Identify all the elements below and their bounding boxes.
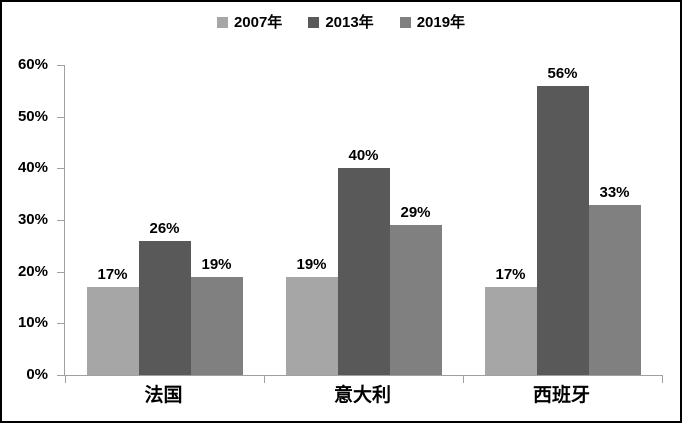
y-axis-tick (57, 220, 65, 221)
bar-value-label: 29% (400, 204, 431, 222)
x-axis-tick (264, 375, 265, 383)
legend: 2007年 2013年 2019年 (2, 15, 680, 30)
bar-西班牙-2007年 (484, 287, 537, 375)
legend-swatch-icon (308, 17, 320, 28)
y-axis-tick (57, 168, 65, 170)
x-axis: 法国 意大利 西班牙 (64, 385, 661, 415)
y-axis-tick (57, 323, 65, 325)
bar-cell: 40% (337, 65, 390, 375)
bar-西班牙-2019年 (588, 204, 641, 375)
bar-cell: 17% (484, 65, 537, 375)
bar-法国-2013年 (138, 240, 191, 375)
plot-area: 17% 26% 19% 19% 40% 29% 17% 56% 33% (57, 65, 663, 383)
bar-group: 17% 56% 33% (463, 65, 662, 375)
category-label: 西班牙 (532, 385, 590, 406)
y-axis-tick (57, 375, 65, 376)
y-tick-label: 50% (17, 107, 48, 125)
y-tick-label: 20% (17, 262, 48, 280)
x-axis-tick (65, 375, 66, 383)
y-tick-label: 0% (26, 366, 48, 383)
y-tick-label: 10% (17, 314, 48, 332)
bar-groups: 17% 26% 19% 19% 40% 29% 17% 56% 33% (65, 65, 662, 375)
bar-value-label: 19% (201, 255, 232, 273)
bar-value-label: 33% (599, 183, 630, 201)
legend-item: 2019年 (399, 14, 466, 31)
y-tick-label: 40% (17, 159, 48, 177)
bar-意大利-2007年 (285, 276, 338, 375)
category-label: 意大利 (333, 385, 391, 406)
bar-group: 17% 26% 19% (65, 65, 264, 375)
legend-swatch-icon (216, 17, 228, 28)
y-axis-tick (57, 116, 65, 118)
bar-group: 19% 40% 29% (264, 65, 463, 375)
x-axis-tick (463, 375, 464, 383)
legend-label: 2007年 (233, 14, 283, 31)
bar-value-label: 17% (97, 266, 128, 284)
bar-西班牙-2013年 (536, 85, 589, 375)
bar-cell: 29% (389, 65, 442, 375)
bar-意大利-2019年 (389, 225, 442, 375)
bar-法国-2007年 (86, 287, 139, 375)
y-axis-tick (57, 271, 65, 273)
bar-cell: 19% (190, 65, 243, 375)
bar-value-label: 26% (149, 219, 180, 237)
y-axis-tick (57, 65, 65, 66)
legend-label: 2013年 (325, 14, 374, 31)
y-tick-label: 60% (17, 56, 48, 73)
bar-法国-2019年 (190, 276, 243, 375)
bar-value-label: 17% (495, 266, 526, 284)
bar-cell: 33% (588, 65, 641, 375)
bar-value-label: 19% (296, 255, 327, 273)
bar-value-label: 56% (547, 64, 578, 82)
legend-item: 2007年 (216, 14, 283, 31)
legend-label: 2019年 (416, 14, 466, 31)
y-tick-label: 30% (17, 211, 48, 228)
bar-cell: 56% (536, 64, 589, 375)
legend-swatch-icon (399, 17, 411, 28)
bar-cell: 19% (285, 65, 338, 375)
bar-value-label: 40% (348, 147, 379, 165)
bar-cell: 17% (86, 65, 139, 375)
x-axis-tick (662, 375, 663, 383)
category-label: 法国 (144, 385, 183, 406)
legend-item: 2013年 (308, 14, 374, 31)
y-axis: 0% 10% 20% 30% 40% 50% 60% (2, 56, 56, 383)
bar-cell: 26% (138, 65, 191, 375)
bar-意大利-2013年 (337, 168, 390, 375)
